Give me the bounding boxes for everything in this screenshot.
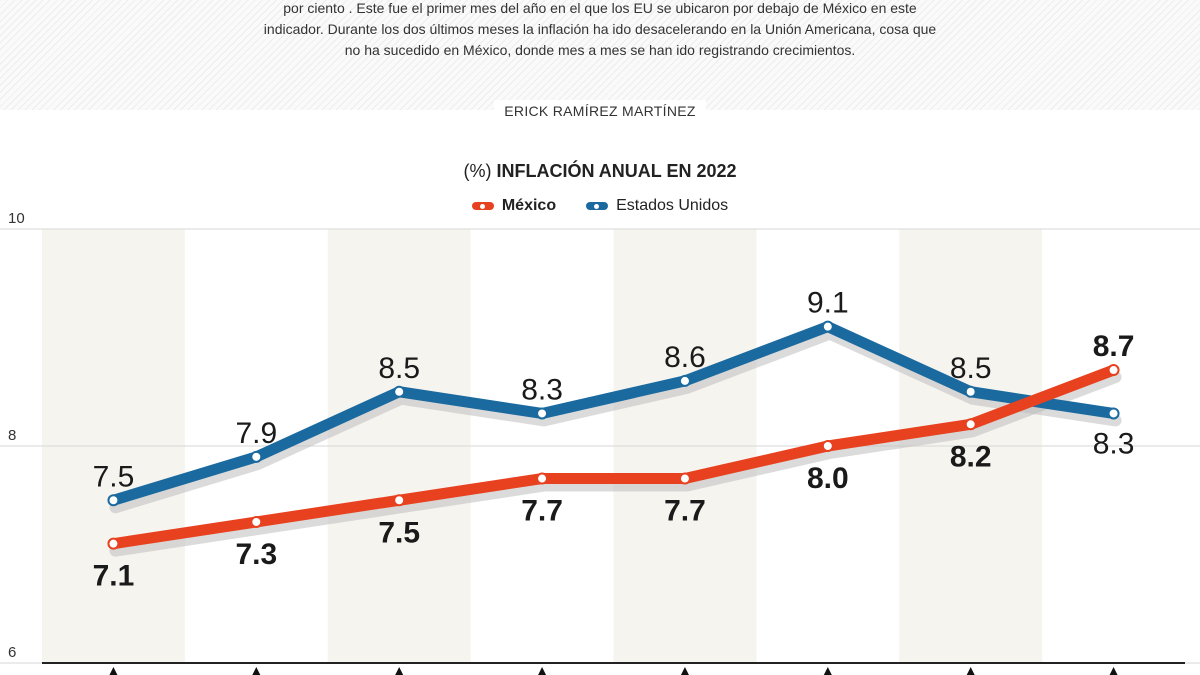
data-point-usa [250,450,263,463]
legend-label-mexico: México [501,197,557,214]
data-label-mexico: 7.1 [93,560,135,593]
data-point-mexico [250,515,263,528]
data-point-usa [107,494,120,507]
legend-marker-mexico [471,202,494,210]
legend-marker-usa [586,202,609,210]
x-tick-marker [395,667,404,675]
series-line-usa [107,321,1120,506]
intro-line-3: no ha sucedido en México, donde mes a me… [344,42,856,58]
x-tick-marker [538,667,547,675]
data-point-mexico [678,472,691,485]
chart-title: (%) INFLACIÓN ANUAL EN 2022 [0,161,1200,182]
data-point-usa [393,385,406,398]
author-byline: ERICK RAMÍREZ MARTÍNEZ [0,100,1200,122]
data-point-mexico [536,472,549,485]
data-point-usa [964,385,977,398]
chart-title-unit: (%) [463,161,492,181]
intro-line-2: indicador. Durante los dos últimos meses… [263,21,937,37]
y-tick-label: 10 [8,210,25,227]
intro-text: por ciento . Este fue el primer mes del … [200,0,1000,61]
legend-label-usa: Estados Unidos [616,197,729,214]
intro-line-1: por ciento . Este fue el primer mes del … [283,0,917,16]
data-label-usa: 8.6 [664,341,706,374]
data-label-usa: 8.5 [378,352,420,385]
data-label-mexico: 7.7 [664,495,706,528]
data-label-mexico: 8.2 [950,440,992,473]
y-tick-label: 6 [8,644,16,661]
data-label-usa: 8.3 [1093,427,1135,460]
chart-legend: México Estados Unidos [0,197,1200,215]
intro-panel: por ciento . Este fue el primer mes del … [0,0,1200,110]
data-point-mexico [1107,364,1120,377]
data-label-usa: 8.3 [521,373,563,406]
data-label-usa: 7.5 [93,460,135,493]
data-label-mexico: 8.7 [1093,330,1135,363]
y-tick-label: 8 [8,427,16,444]
data-point-usa [821,320,834,333]
x-tick-marker [109,667,118,675]
legend-item-mexico: México [471,197,557,215]
author-name: ERICK RAMÍREZ MARTÍNEZ [494,100,706,122]
x-tick-marker [680,667,689,675]
data-label-mexico: 7.5 [378,516,420,549]
series-line-mexico [107,364,1120,550]
data-point-mexico [393,494,406,507]
chart-title-text: INFLACIÓN ANUAL EN 2022 [496,161,737,181]
x-tick-marker [966,667,975,675]
legend-item-usa: Estados Unidos [586,197,728,215]
data-label-usa: 8.5 [950,352,992,385]
data-point-usa [678,374,691,387]
data-label-mexico: 7.3 [235,538,277,571]
data-label-usa: 7.9 [235,417,277,450]
data-point-usa [536,407,549,420]
data-point-mexico [107,537,120,550]
data-point-mexico [964,418,977,431]
x-tick-marker [252,667,261,675]
data-label-usa: 9.1 [807,287,849,320]
series-shadow-usa [109,327,1122,514]
data-point-mexico [821,440,834,452]
x-tick-marker [1109,667,1118,675]
series-shadow-mexico [109,371,1122,557]
data-point-usa [1107,407,1120,420]
data-label-mexico: 8.0 [807,462,849,495]
x-tick-marker [823,667,832,675]
data-label-mexico: 7.7 [521,495,563,528]
